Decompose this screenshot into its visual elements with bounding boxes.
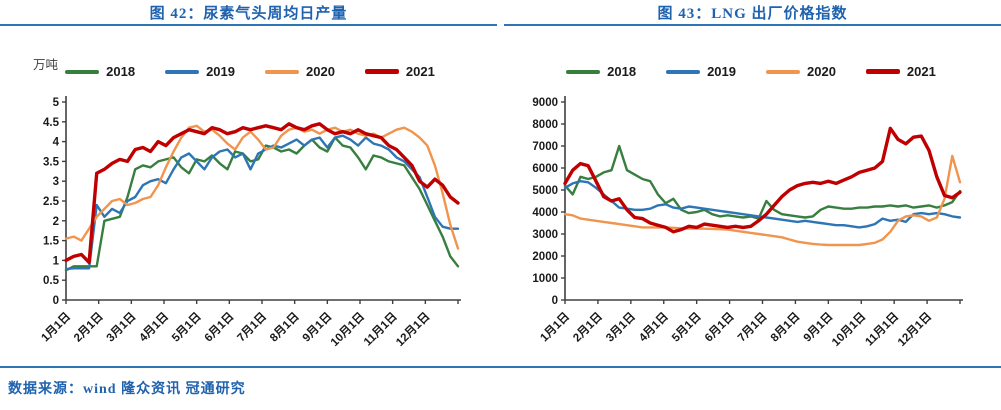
x-tick-label: 7月1日	[735, 310, 770, 345]
y-tick-label: 4000	[532, 207, 558, 219]
x-tick-label: 6月1日	[702, 310, 737, 345]
legend-label-2018: 2018	[106, 64, 136, 79]
y-tick-label: 3.5	[43, 156, 60, 168]
x-tick-label: 8月1日	[768, 310, 803, 345]
urea-chart-canvas: 0 0.5 1 1.5 2 2.5 3 3.5 4 4.5 5 1月1日2月1日3月1日4月1日5月1…	[39, 96, 461, 349]
x-tick-label: 10月1日	[328, 310, 367, 349]
legend-label-2019: 2019	[206, 64, 235, 79]
y-tick-label: 4.5	[43, 117, 60, 129]
x-tick-label: 3月1日	[104, 310, 139, 345]
data-source-note: 数据来源：wind 隆众资讯 冠通研究	[8, 382, 246, 397]
legend-item-2018: 2018	[566, 64, 636, 79]
y-tick-label: 9000	[532, 97, 558, 109]
y-tick-label: 0.5	[43, 275, 60, 287]
footer-divider	[0, 366, 1001, 368]
x-tick-label: 7月1日	[235, 310, 270, 345]
y-tick-label: 5	[53, 97, 60, 109]
series-2020-line	[64, 124, 460, 250]
y-tick-label: 2.5	[43, 196, 60, 208]
legend-swatch-2018	[65, 69, 100, 74]
y-axis-unit-label: 万吨	[33, 58, 59, 72]
legend-swatch-2020	[265, 69, 299, 74]
x-tick-label: 11月1日	[863, 310, 902, 349]
lng-chart-legend: 2018 2019 2020 2021	[501, 64, 1001, 79]
y-tick-label: 7000	[532, 141, 558, 153]
y-tick-label: 3000	[532, 229, 558, 241]
y-tick-label: 1.5	[43, 236, 60, 248]
y-tick-label: 6000	[532, 163, 558, 175]
x-tick-label: 2月1日	[71, 310, 106, 345]
legend-label-2021: 2021	[405, 64, 435, 79]
y-tick-label: 1	[53, 255, 60, 267]
legend-label-2021: 2021	[906, 64, 936, 79]
legend-item-2019: 2019	[165, 64, 235, 79]
legend-label-2020: 2020	[807, 64, 836, 79]
y-tick-label: 0	[552, 295, 558, 307]
legend-item-2021: 2021	[364, 64, 435, 79]
legend-swatch-2019	[666, 69, 701, 74]
y-tick-label: 2000	[532, 251, 558, 263]
legend-swatch-2021	[865, 69, 900, 74]
lng-price-chart: 2018 2019 2020 2021 0 1000 2000 3000 4000 5000 60…	[501, 26, 1001, 360]
x-tick-label: 6月1日	[202, 310, 237, 345]
x-tick-label: 1月1日	[39, 310, 74, 345]
y-tick-label: 0	[53, 295, 59, 307]
x-tick-label: 4月1日	[137, 310, 172, 345]
series-2021-line	[64, 122, 460, 265]
y-tick-label: 5000	[532, 185, 558, 197]
y-tick-label: 8000	[532, 119, 558, 131]
x-tick-label: 5月1日	[169, 310, 204, 345]
legend-swatch-2021	[364, 69, 399, 74]
urea-chart-legend: 2018 2019 2020 2021	[0, 64, 500, 79]
legend-label-2020: 2020	[306, 64, 335, 79]
series-2020-line	[563, 154, 962, 247]
x-tick-label: 10月1日	[829, 310, 868, 349]
y-tick-label: 2	[53, 216, 59, 228]
x-tick-label: 3月1日	[603, 310, 638, 345]
legend-item-2019: 2019	[666, 64, 736, 79]
x-tick-label: 8月1日	[267, 310, 302, 345]
urea-output-chart: 万吨 2018 2019 2020 2021 0 0.5 1 1.5 2 2.5 3 3.5 4 4.5…	[0, 26, 500, 360]
x-tick-label: 11月1日	[361, 310, 400, 349]
x-tick-label: 5月1日	[669, 310, 704, 345]
legend-swatch-2018	[566, 69, 601, 74]
x-tick-label: 4月1日	[636, 310, 671, 345]
y-tick-label: 1000	[532, 273, 558, 285]
legend-item-2020: 2020	[766, 64, 836, 79]
series-2018-line	[563, 144, 962, 220]
legend-item-2018: 2018	[65, 64, 135, 79]
x-tick-label: 12月1日	[895, 310, 934, 349]
legend-item-2021: 2021	[865, 64, 936, 79]
figure-42-title: 图 42：尿素气头周均日产量	[0, 2, 497, 26]
legend-label-2018: 2018	[607, 64, 637, 79]
legend-item-2020: 2020	[265, 64, 335, 79]
lng-chart-canvas: 0 1000 2000 3000 4000 5000 6000 7000 8000 9000 1月1…	[532, 96, 963, 349]
legend-swatch-2019	[165, 69, 200, 74]
x-tick-label: 1月1日	[538, 310, 573, 345]
series-2021-line	[563, 126, 962, 234]
x-tick-label: 2月1日	[571, 310, 606, 345]
y-tick-label: 3	[53, 176, 59, 188]
y-tick-label: 4	[53, 137, 60, 149]
legend-swatch-2020	[766, 69, 800, 74]
series-2019-line	[64, 134, 460, 271]
legend-label-2019: 2019	[707, 64, 736, 79]
x-tick-label: 12月1日	[393, 310, 432, 349]
figure-43-title: 图 43：LNG 出厂价格指数	[504, 2, 1001, 26]
